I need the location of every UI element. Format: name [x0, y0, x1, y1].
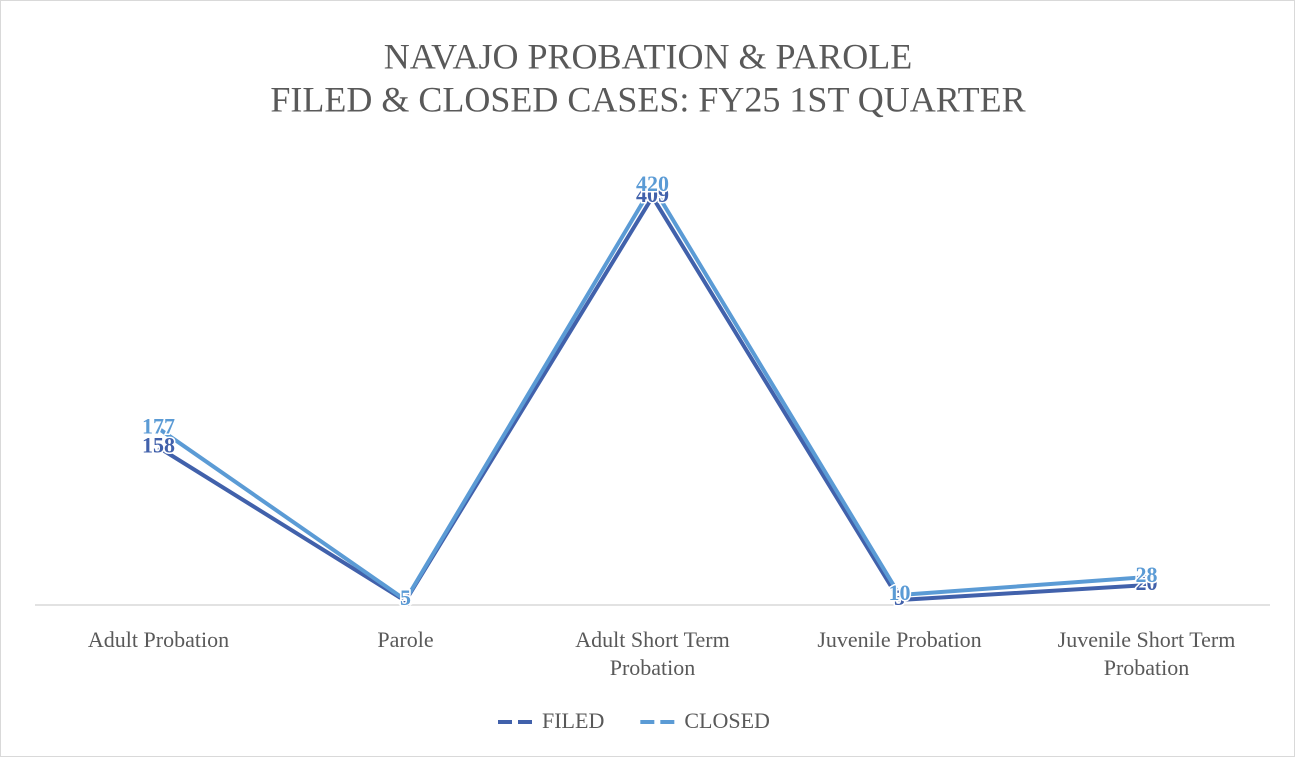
- x-tick-label: Juvenile Probation: [817, 627, 982, 652]
- x-tick-label: Juvenile Short Term Probation: [1057, 627, 1236, 680]
- series-line: [157, 194, 1147, 604]
- data-label: 4: [400, 586, 411, 611]
- data-label: 28: [1136, 562, 1158, 587]
- x-tick-label: Adult Short Term Probation: [575, 627, 730, 680]
- data-label: 409: [636, 182, 669, 207]
- data-label: 158: [142, 432, 175, 457]
- x-tick-label: Parole: [377, 627, 434, 652]
- chart-title: NAVAJO PROBATION & PAROLE: [384, 36, 912, 76]
- x-tick-label: Adult Probation: [87, 627, 230, 652]
- chart-subtitle: FILED & CLOSED CASES: FY25 1ST QUARTER: [270, 79, 1025, 119]
- series-line: [157, 184, 1147, 603]
- data-label: 420: [636, 171, 669, 196]
- legend-label: CLOSED: [684, 708, 770, 733]
- data-label: 5: [894, 585, 905, 610]
- data-label: 5: [400, 585, 411, 610]
- data-label: 10: [889, 580, 911, 605]
- legend-label: FILED: [542, 708, 604, 733]
- data-label: 177: [142, 413, 175, 438]
- data-label: 20: [1136, 570, 1158, 595]
